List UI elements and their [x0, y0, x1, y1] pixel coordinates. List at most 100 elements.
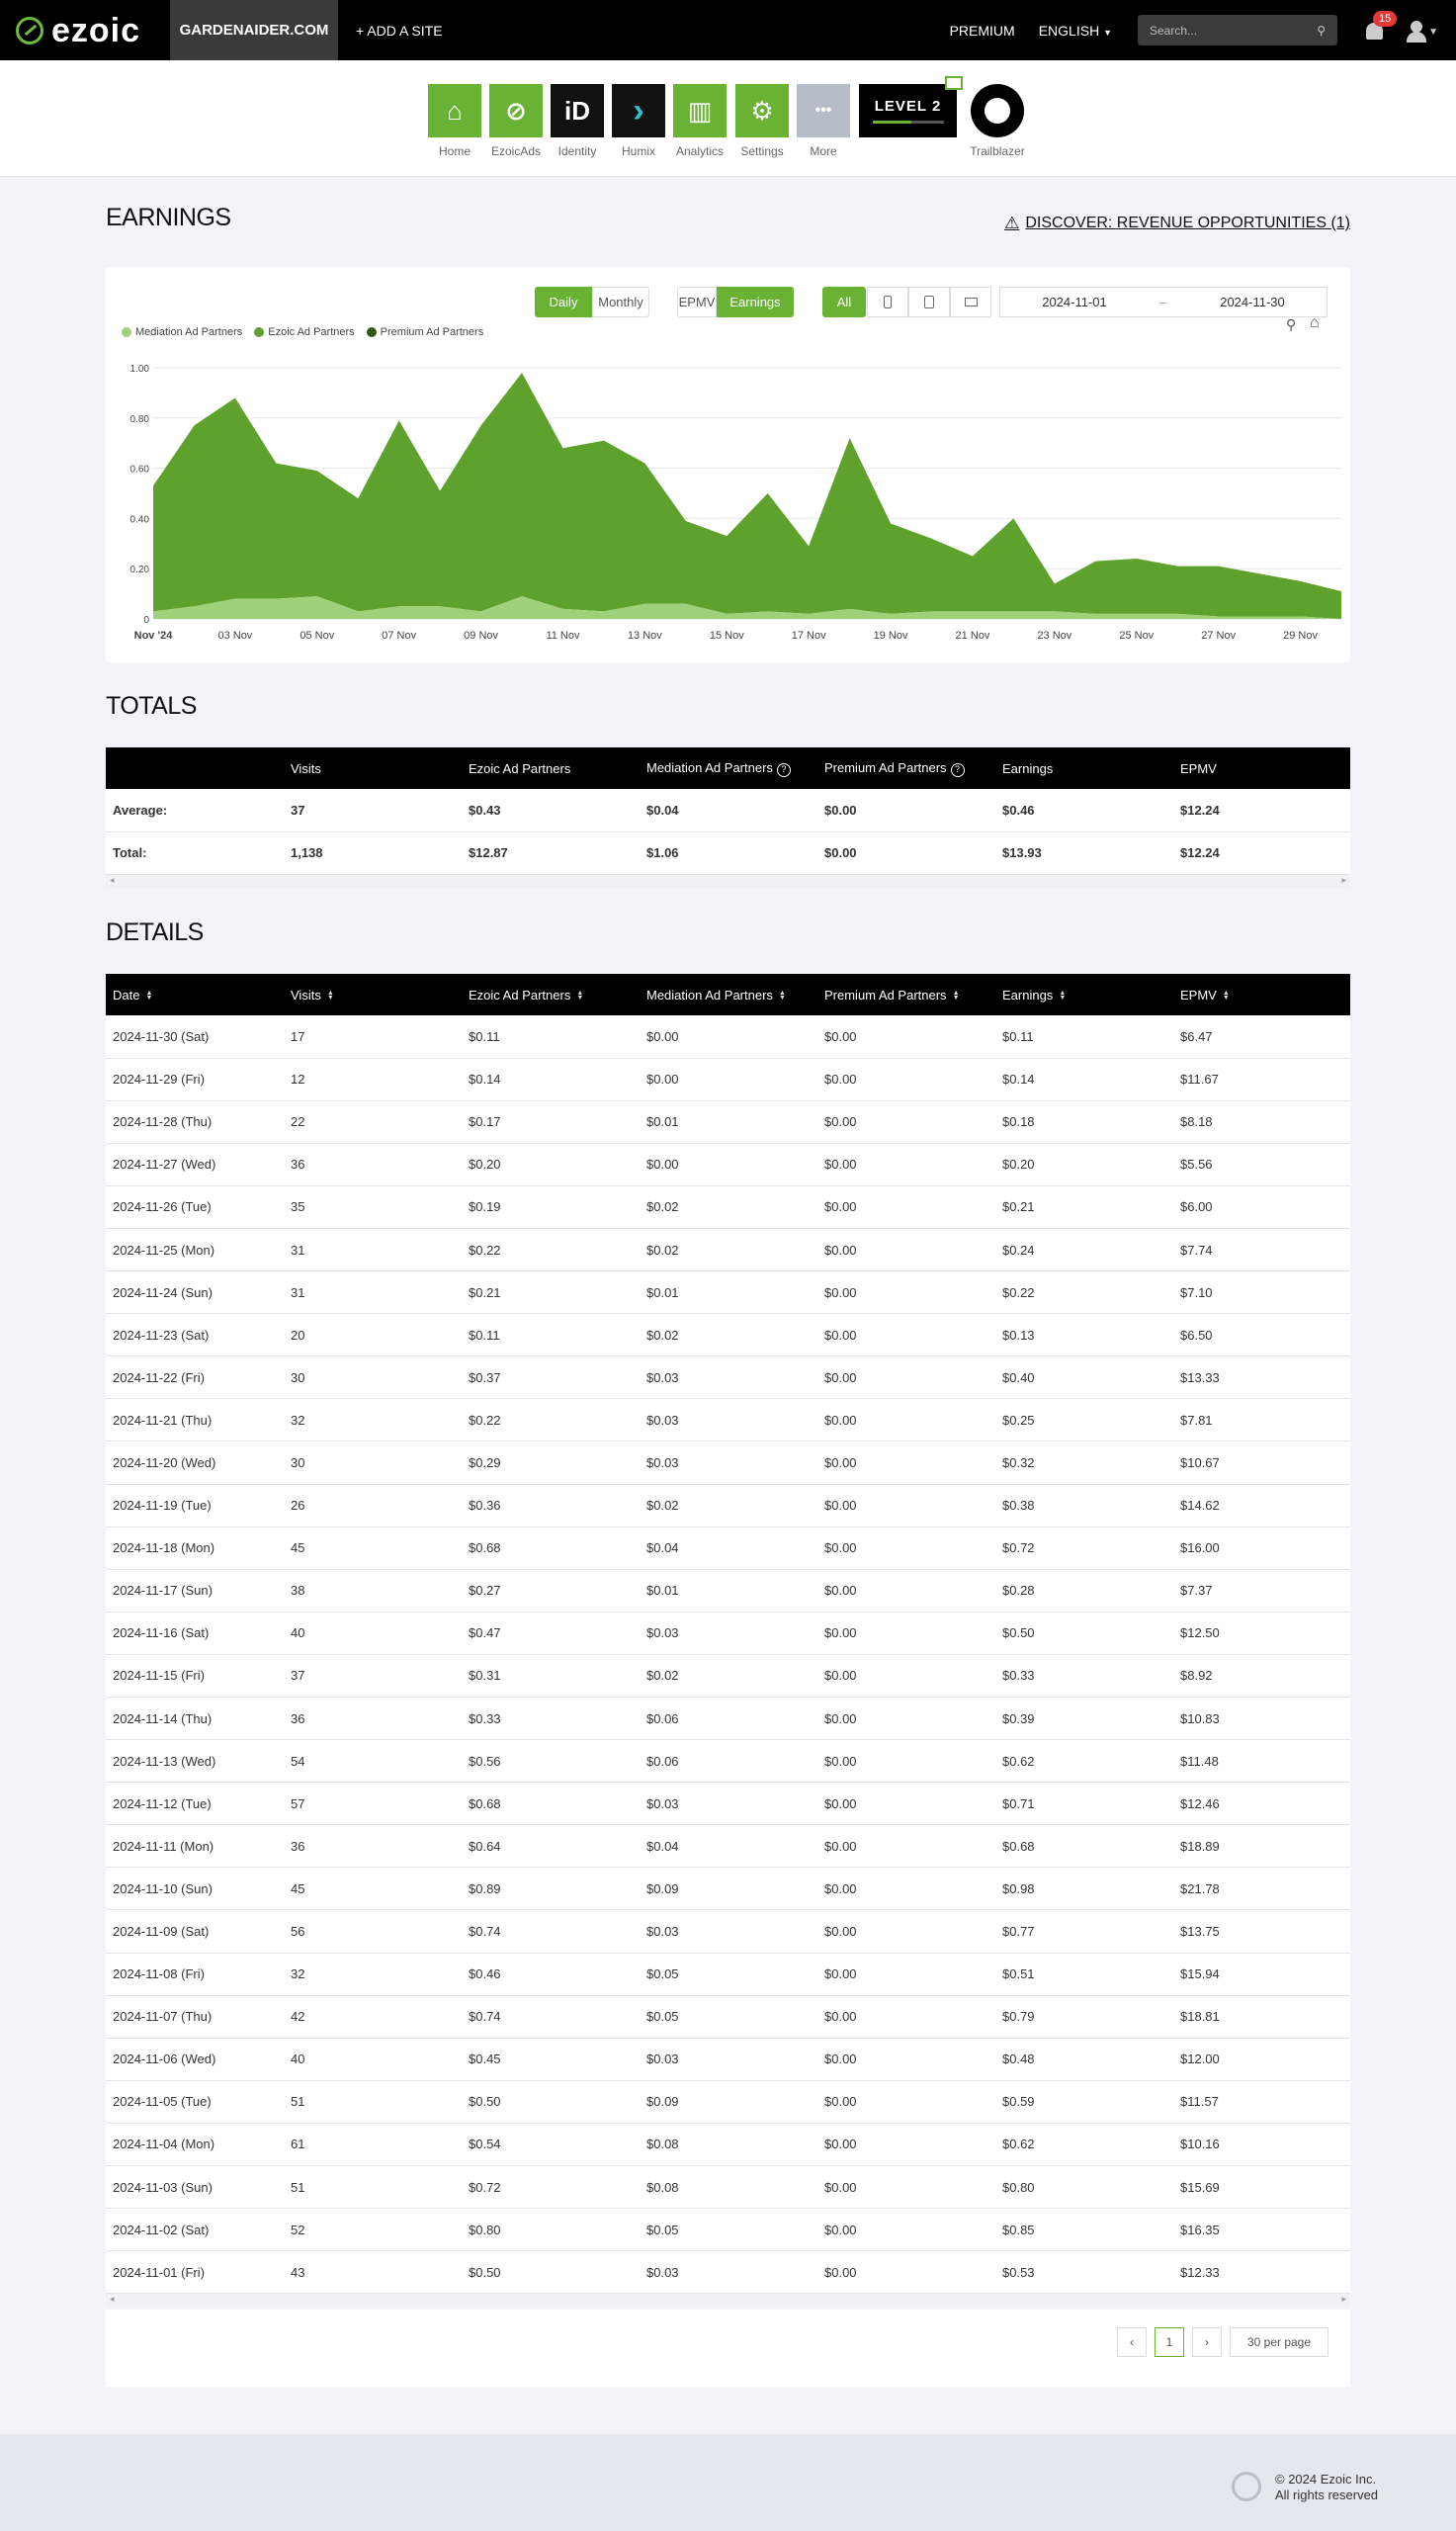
table-row: 2024-11-29 (Fri) 12 $0.14 $0.00 $0.00 $0.14 $1…: [106, 1058, 1350, 1101]
level-badge[interactable]: LEVEL 2: [859, 76, 963, 137]
details-header-cell[interactable]: Date ▲▼: [106, 974, 284, 1015]
language-dropdown[interactable]: ENGLISH ▼: [1039, 23, 1112, 39]
site-selector[interactable]: GARDENAIDER.COM: [170, 0, 338, 60]
table-cell: 37: [284, 1654, 462, 1699]
add-site-link[interactable]: + ADD A SITE: [356, 22, 443, 39]
table-cell: $0.11: [995, 1015, 1173, 1059]
details-header-cell[interactable]: Ezoic Ad Partners ▲▼: [462, 974, 640, 1015]
sort-icon[interactable]: ▲▼: [1222, 989, 1230, 1000]
per-page-select[interactable]: 30 per page: [1230, 2327, 1328, 2357]
table-cell: $0.25: [995, 1398, 1173, 1442]
app-trailblazer[interactable]: Trailblazer: [970, 84, 1025, 158]
details-header-cell[interactable]: Earnings ▲▼: [995, 974, 1173, 1015]
app-analytics[interactable]: ▥ Analytics: [672, 84, 728, 158]
series-area-mediation-ad-partners[interactable]: [153, 596, 1341, 619]
table-cell: $12.24: [1173, 831, 1350, 875]
next-page-button[interactable]: ›: [1192, 2327, 1222, 2357]
sort-icon[interactable]: ▲▼: [1059, 989, 1067, 1000]
table-cell: $0.33: [462, 1697, 640, 1741]
table-row: 2024-11-17 (Sun) 38 $0.27 $0.01 $0.00 $0.28 $7…: [106, 1569, 1350, 1613]
page-1-button[interactable]: 1: [1155, 2327, 1184, 2357]
sort-icon[interactable]: ▲▼: [952, 989, 960, 1000]
tablet-device-button[interactable]: [908, 287, 950, 317]
column-label: Earnings: [1002, 987, 1054, 1003]
details-header-cell[interactable]: Mediation Ad Partners ▲▼: [640, 974, 817, 1015]
table-cell: 17: [284, 1015, 462, 1059]
prev-page-button[interactable]: ‹: [1117, 2327, 1147, 2357]
table-cell: $0.98: [995, 1867, 1173, 1911]
table-cell: $0.32: [995, 1440, 1173, 1485]
horizontal-scrollbar[interactable]: ◂ ▸: [106, 2294, 1350, 2308]
details-header-cell[interactable]: EPMV ▲▼: [1173, 974, 1350, 1015]
table-cell: $0.62: [995, 2123, 1173, 2167]
app-humix[interactable]: › Humix: [611, 84, 666, 158]
user-menu-button[interactable]: ▼: [1405, 17, 1440, 44]
earnings-button[interactable]: Earnings: [717, 287, 794, 317]
app-home[interactable]: ⌂ Home: [427, 84, 482, 158]
series-area-ezoic-ad-partners[interactable]: [153, 373, 1341, 619]
table-cell: $0.74: [462, 1909, 640, 1954]
table-cell: $13.33: [1173, 1355, 1350, 1400]
legend-item-premium[interactable]: Premium Ad Partners: [366, 326, 483, 338]
table-cell: $0.01: [640, 1100, 817, 1144]
table-row: 2024-11-11 (Mon) 36 $0.64 $0.04 $0.00 $0.68 $1…: [106, 1824, 1350, 1869]
help-icon[interactable]: ?: [950, 762, 965, 777]
earnings-area-chart: 1.00 0.80 0.60 0.40 0.20 0 Nov '24 03 Nov 05 Nov…: [130, 364, 1341, 642]
app-settings[interactable]: ⚙ Settings: [734, 84, 790, 158]
table-cell: $0.00: [817, 1654, 995, 1699]
discover-revenue-link[interactable]: ⚠ DISCOVER: REVENUE OPPORTUNITIES (1): [1004, 214, 1350, 233]
table-cell: $0.05: [640, 2208, 817, 2252]
table-cell: $6.47: [1173, 1015, 1350, 1059]
table-row: 2024-11-13 (Wed) 54 $0.56 $0.06 $0.00 $0.62 $1…: [106, 1739, 1350, 1784]
app-more[interactable]: ••• More: [796, 84, 851, 158]
sort-icon[interactable]: ▲▼: [576, 989, 584, 1000]
table-cell: 30: [284, 1440, 462, 1485]
notification-count-badge: 15: [1373, 10, 1398, 27]
table-cell: $0.31: [462, 1654, 640, 1699]
table-cell: $0.00: [817, 1398, 995, 1442]
notifications-button[interactable]: 15: [1363, 10, 1398, 43]
sort-icon[interactable]: ▲▼: [145, 989, 153, 1000]
table-cell: 30: [284, 1355, 462, 1400]
date-range-picker[interactable]: 2024-11-01 – 2024-11-30: [999, 287, 1328, 317]
table-cell: $7.10: [1173, 1270, 1350, 1315]
brand-name: ezoic: [51, 11, 141, 49]
horizontal-scrollbar[interactable]: ◂ ▸: [106, 874, 1350, 888]
table-cell: 43: [284, 2250, 462, 2295]
help-icon[interactable]: ?: [776, 762, 791, 777]
table-cell: $0.00: [817, 1015, 995, 1059]
more-icon: •••: [797, 84, 850, 137]
app-identity[interactable]: iD Identity: [550, 84, 605, 158]
search-input[interactable]: Search... ⚲: [1138, 15, 1337, 45]
table-cell: $0.00: [817, 1440, 995, 1485]
column-label: EPMV: [1180, 987, 1217, 1003]
table-cell: $0.00: [817, 1995, 995, 2039]
desktop-device-button[interactable]: [950, 287, 991, 317]
legend-item-mediation[interactable]: Mediation Ad Partners: [122, 326, 242, 338]
table-cell: 2024-11-10 (Sun): [106, 1867, 284, 1911]
ezoic-logo[interactable]: ezoic: [0, 0, 170, 60]
app-ezoicads[interactable]: ⊘ EzoicAds: [488, 84, 544, 158]
zoom-icon[interactable]: ⚲: [1286, 316, 1297, 332]
table-row: 2024-11-18 (Mon) 45 $0.68 $0.04 $0.00 $0.72 $1…: [106, 1527, 1350, 1570]
table-cell: $5.56: [1173, 1143, 1350, 1186]
details-header-cell[interactable]: Premium Ad Partners ▲▼: [817, 974, 995, 1015]
reset-zoom-home-icon[interactable]: ⌂: [1310, 314, 1320, 331]
sort-icon[interactable]: ▲▼: [326, 989, 334, 1000]
monthly-button[interactable]: Monthly: [592, 287, 649, 317]
all-devices-button[interactable]: All: [822, 287, 866, 317]
legend-item-ezoic[interactable]: Ezoic Ad Partners: [254, 326, 355, 338]
table-cell: $0.05: [640, 1995, 817, 2039]
table-cell: $0.79: [995, 1995, 1173, 2039]
details-header-cell[interactable]: Visits ▲▼: [284, 974, 462, 1015]
epmv-button[interactable]: EPMV: [677, 287, 717, 317]
premium-link[interactable]: PREMIUM: [949, 22, 1015, 39]
table-cell: $0.05: [640, 1953, 817, 1996]
mobile-device-button[interactable]: [867, 287, 908, 317]
table-row: 2024-11-08 (Fri) 32 $0.46 $0.05 $0.00 $0.51 $1…: [106, 1953, 1350, 1996]
table-cell: $18.81: [1173, 1995, 1350, 2039]
daily-button[interactable]: Daily: [535, 287, 592, 317]
table-cell: $0.80: [995, 2165, 1173, 2210]
gear-icon: ⚙: [735, 84, 789, 137]
sort-icon[interactable]: ▲▼: [778, 989, 786, 1000]
